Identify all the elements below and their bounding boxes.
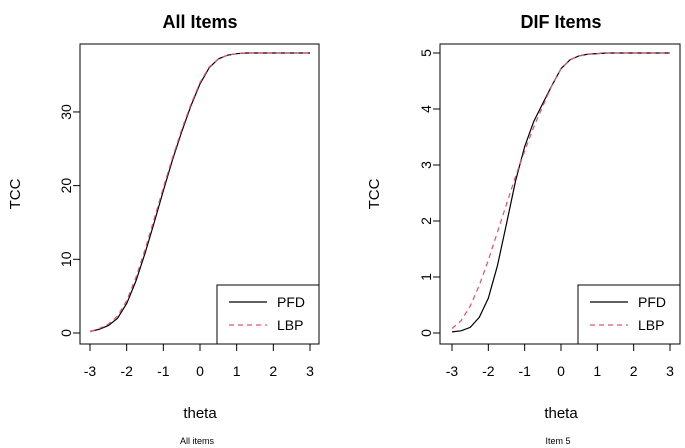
y-tick-label: 10 <box>58 251 74 267</box>
x-tick-label: 3 <box>306 363 314 379</box>
x-tick-label: 2 <box>630 363 638 379</box>
series-lines <box>451 52 670 333</box>
x-axis-label: theta <box>544 405 578 422</box>
y-tick-label: 4 <box>418 105 434 113</box>
x-axis: -3 -2 -1 0 1 2 3 <box>84 343 314 379</box>
legend: PFD LBP <box>577 284 681 345</box>
legend-box <box>216 284 320 345</box>
y-tick-label: 0 <box>58 329 74 337</box>
legend-label-pfd: PFD <box>638 294 666 310</box>
x-tick-label: 1 <box>593 363 601 379</box>
x-tick-label: -3 <box>446 363 459 379</box>
legend-label-lbp: LBP <box>638 317 664 333</box>
y-tick-label: 20 <box>58 178 74 194</box>
chart-title: DIF Items <box>520 12 601 32</box>
x-tick-label: 1 <box>233 363 241 379</box>
x-tick-label: -1 <box>518 363 531 379</box>
x-tick-label: -3 <box>84 363 97 379</box>
series-line-lbp <box>451 52 670 329</box>
y-tick-label: 2 <box>418 217 434 225</box>
x-tick-label: -2 <box>482 363 495 379</box>
chart-panel-all-items: All Items 0 10 20 30 -3 -2 -1 0 1 2 3 theta TCC P… <box>7 12 320 446</box>
figure-caption: All items <box>180 436 215 446</box>
x-tick-label: 3 <box>666 363 674 379</box>
x-tick-label: -2 <box>120 363 133 379</box>
y-tick-label: 3 <box>418 161 434 169</box>
x-axis: -3 -2 -1 0 1 2 3 <box>446 343 674 379</box>
y-tick-label: 1 <box>418 273 434 281</box>
x-tick-label: 0 <box>196 363 204 379</box>
legend-label-lbp: LBP <box>277 317 303 333</box>
x-tick-label: 2 <box>269 363 277 379</box>
y-tick-label: 30 <box>58 104 74 120</box>
y-tick-label: 5 <box>418 49 434 57</box>
legend-box <box>577 284 681 345</box>
y-tick-label: 0 <box>418 329 434 337</box>
legend-label-pfd: PFD <box>277 294 305 310</box>
y-axis-label: TCC <box>366 178 383 209</box>
chart-panel-dif-items: DIF Items 0 1 2 3 4 5 -3 -2 -1 0 1 2 3 theta TCC PF… <box>366 12 681 446</box>
y-axis: 0 1 2 3 4 5 <box>418 49 441 337</box>
chart-title: All Items <box>162 12 237 32</box>
y-axis-label: TCC <box>7 178 24 209</box>
series-lines <box>89 52 310 333</box>
series-line-lbp <box>89 52 310 333</box>
y-axis: 0 10 20 30 <box>58 104 81 337</box>
figure-caption: Item 5 <box>545 436 570 446</box>
x-tick-label: -1 <box>157 363 170 379</box>
x-tick-label: 0 <box>557 363 565 379</box>
x-axis-label: theta <box>183 405 217 422</box>
legend: PFD LBP <box>216 284 320 345</box>
